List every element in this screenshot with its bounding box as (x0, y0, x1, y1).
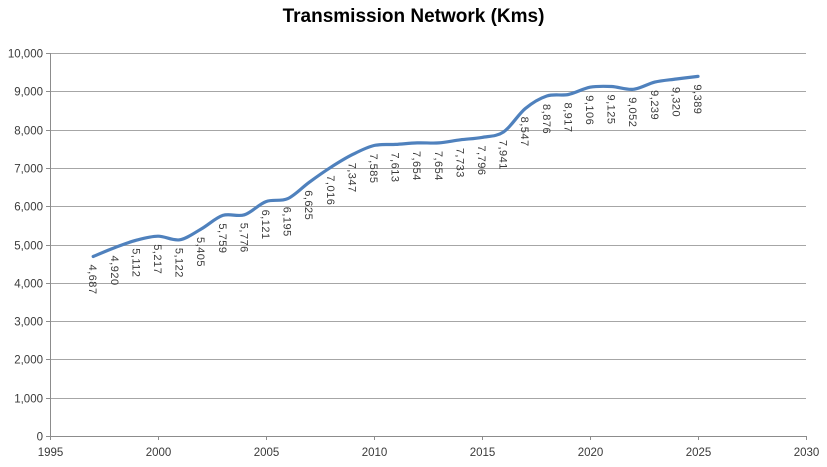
data-point-label: 9,125 (605, 95, 617, 125)
y-tick-label: 9,000 (14, 87, 43, 99)
data-point-label: 5,112 (129, 248, 141, 277)
x-tick-label: 2000 (146, 447, 172, 459)
data-point-label: 7,654 (432, 151, 444, 181)
x-tick-label: 2010 (362, 447, 388, 459)
data-point-label: 9,389 (691, 84, 703, 114)
data-point-label: 7,613 (389, 152, 401, 182)
data-point-label: 9,106 (583, 95, 595, 125)
data-point-label: 7,654 (410, 151, 422, 181)
data-point-label: 7,347 (345, 163, 357, 193)
data-point-label: 8,547 (518, 117, 530, 147)
data-point-label: 9,239 (648, 90, 660, 120)
y-tick-label: 10,000 (8, 49, 43, 61)
data-point-label: 4,687 (86, 264, 98, 294)
data-point-label: 5,759 (216, 223, 228, 253)
series-line (91, 74, 700, 259)
data-point-label: 8,917 (561, 102, 573, 132)
data-point-label: 6,195 (281, 207, 293, 237)
x-tick-label: 2030 (794, 447, 820, 459)
x-tick-label: 2020 (578, 447, 604, 459)
y-tick-label: 2,000 (14, 355, 43, 367)
data-point-label: 6,625 (302, 190, 314, 220)
data-point-label: 7,585 (367, 153, 379, 183)
x-tick-label: 1995 (38, 447, 64, 459)
y-tick-label: 4,000 (14, 279, 43, 291)
y-tick-label: 6,000 (14, 202, 43, 214)
y-tick-label: 3,000 (14, 317, 43, 329)
y-tick-label: 1,000 (14, 394, 43, 406)
data-point-label: 9,320 (669, 87, 681, 117)
y-tick-label: 0 (37, 432, 43, 444)
y-tick-label: 5,000 (14, 241, 43, 253)
data-point-label: 4,920 (108, 256, 120, 286)
data-point-label: 5,217 (151, 244, 163, 274)
y-tick-label: 8,000 (14, 126, 43, 138)
data-point-label: 8,876 (540, 104, 552, 134)
data-point-label: 7,733 (453, 148, 465, 178)
x-tick-label: 2015 (470, 447, 496, 459)
data-point-label: 7,016 (324, 175, 336, 205)
data-point-label: 6,121 (259, 210, 271, 240)
x-tick-label: 2025 (686, 447, 712, 459)
data-point-label: 5,405 (194, 237, 206, 267)
data-point-label: 7,941 (497, 140, 509, 170)
data-point-label: 9,052 (626, 97, 638, 127)
x-tick-label: 2005 (254, 447, 280, 459)
data-point-label: 5,122 (173, 248, 185, 278)
y-tick-label: 7,000 (14, 164, 43, 176)
data-point-label: 7,796 (475, 145, 487, 175)
data-point-label: 5,776 (237, 223, 249, 253)
